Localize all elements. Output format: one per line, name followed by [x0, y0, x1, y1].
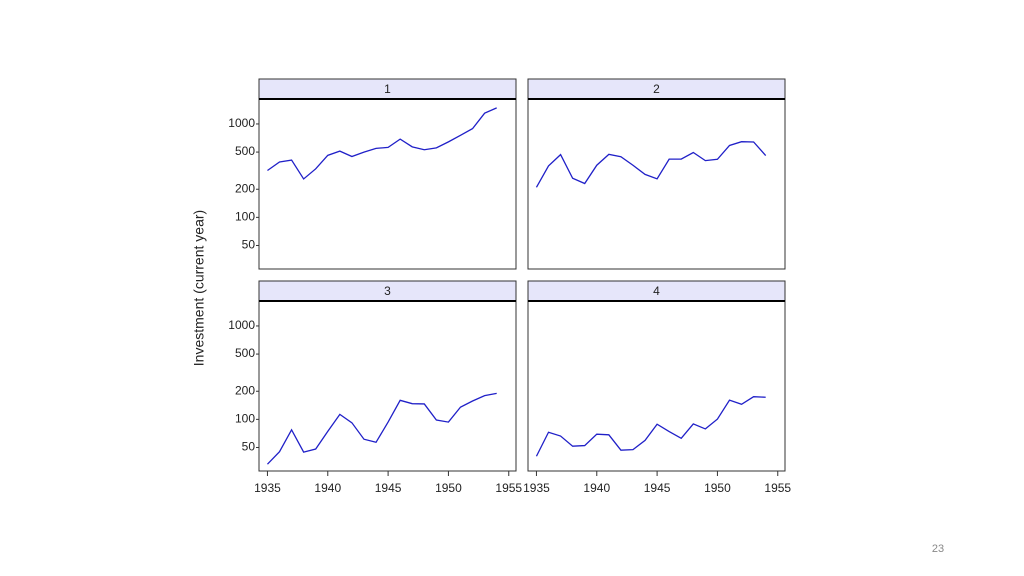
series-line: [266, 392, 497, 465]
y-tick-label: 50: [242, 440, 256, 454]
panel-title: 2: [653, 82, 660, 96]
x-tick-label: 1955: [764, 481, 791, 495]
plot-area: [527, 300, 786, 472]
x-tick-label: 1935: [523, 481, 550, 495]
page-number: 23: [932, 543, 944, 555]
plot-area: [258, 300, 517, 472]
x-tick-label: 1950: [435, 481, 462, 495]
series-line: [535, 396, 766, 457]
panel-title: 3: [384, 284, 391, 298]
plot-area: [527, 98, 786, 270]
panel-title: 1: [384, 82, 391, 96]
x-tick-label: 1945: [375, 481, 402, 495]
y-tick-label: 500: [235, 144, 255, 158]
x-tick-label: 1935: [254, 481, 281, 495]
x-tick-label: 1950: [704, 481, 731, 495]
y-tick-label: 1000: [228, 116, 255, 130]
plot-area: [258, 98, 517, 270]
y-tick-label: 1000: [228, 318, 255, 332]
y-axis-title: Investment (current year): [191, 210, 207, 366]
x-tick-label: 1945: [644, 481, 671, 495]
series-line: [535, 141, 767, 188]
y-tick-label: 200: [235, 181, 255, 195]
x-tick-label: 1955: [495, 481, 522, 495]
y-tick-label: 100: [235, 412, 255, 426]
y-tick-label: 500: [235, 346, 255, 360]
y-tick-label: 200: [235, 383, 255, 397]
panel-title: 4: [653, 284, 660, 298]
series-line: [267, 107, 497, 180]
y-tick-label: 50: [242, 238, 256, 252]
x-tick-label: 1940: [583, 481, 610, 495]
x-tick-label: 1940: [314, 481, 341, 495]
y-tick-label: 100: [235, 210, 255, 224]
